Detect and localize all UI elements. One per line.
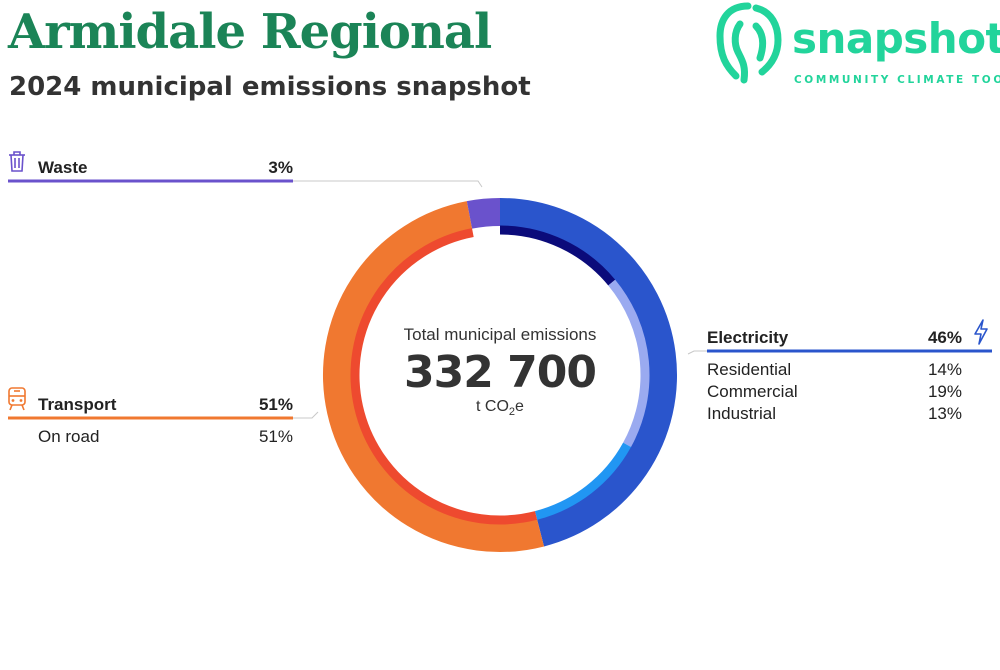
waste-label: Waste [38,158,88,177]
total-unit: t CO2e [476,398,524,419]
residential-label: Residential [707,360,792,379]
train-icon [8,387,26,411]
waste-slice [466,198,501,229]
total-value: 332 700 [403,347,597,398]
lightning-bolt-icon [974,319,988,345]
chart-center-total: Total municipal emissions 332 700 t CO2e [380,325,620,418]
outer-ring [323,198,677,552]
logo-tagline: COMMUNITY CLIMATE TOOL [794,74,1000,86]
electricity-slice [499,198,677,547]
inner-ring [350,225,650,525]
industrial-percent: 13% [927,404,962,423]
snapshot-logo: snapshot COMMUNITY CLIMATE TOOL [712,0,1000,92]
electricity-leader-line [687,350,707,355]
residential-percent: 14% [927,360,962,379]
commercial-slice [608,279,650,448]
waste-leader-line [293,180,483,188]
transport-percent: 51% [258,395,293,414]
electricity-label: Electricity [707,328,789,347]
page-title: Armidale Regional [8,4,492,60]
commercial-percent: 19% [927,382,962,401]
on-road-slice [350,228,538,525]
transport-leader-line [293,411,319,419]
trash-bin-icon [9,151,25,172]
industrial-slice [534,442,632,520]
on-road-label: On road [38,427,100,446]
electricity-percent: 46% [927,328,962,347]
snapshot-logo-mark-icon [716,2,782,84]
commercial-label: Commercial [707,382,798,401]
logo-wordmark: snapshot [792,14,1000,63]
industrial-label: Industrial [707,404,776,423]
transport-label: Transport [38,395,117,414]
page-subtitle: 2024 municipal emissions snapshot [9,72,531,102]
on-road-percent: 51% [258,427,293,446]
total-label: Total municipal emissions [403,325,597,344]
waste-percent: 3% [268,158,293,177]
residential-slice [499,225,616,286]
transport-slice [323,201,544,552]
